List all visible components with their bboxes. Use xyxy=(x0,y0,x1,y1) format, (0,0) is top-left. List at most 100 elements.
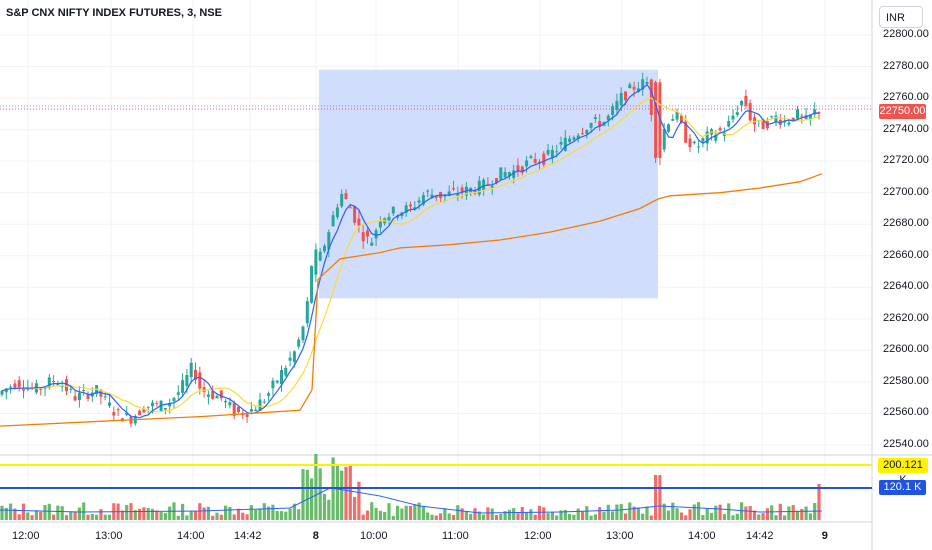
candle-body xyxy=(56,384,60,386)
volume-bar xyxy=(86,514,90,520)
volume-bar xyxy=(215,512,219,520)
volume-bar xyxy=(697,502,701,520)
candle-body xyxy=(426,190,430,192)
candle-body xyxy=(490,186,494,188)
candle-body xyxy=(813,109,817,115)
price-tick-label: 22800.00 xyxy=(883,28,929,40)
candle-body xyxy=(748,103,752,121)
candle-body xyxy=(108,402,111,406)
candle-body xyxy=(348,207,352,209)
volume-bar xyxy=(155,510,159,520)
volume-bar xyxy=(103,514,107,520)
price-tick-label: 22680.00 xyxy=(883,217,929,230)
volume-bar xyxy=(572,514,576,520)
candle-body xyxy=(172,397,176,402)
candle-body xyxy=(413,207,417,209)
volume-bar xyxy=(340,470,344,520)
time-tick-label: 12:00 xyxy=(12,530,40,542)
candle-body xyxy=(155,402,159,404)
volume-bar xyxy=(30,515,34,520)
volume-bar xyxy=(727,503,731,520)
candle-body xyxy=(52,381,56,383)
price-tick-label: 22620.00 xyxy=(883,311,929,324)
volume-bar xyxy=(451,514,456,520)
volume-bar xyxy=(808,513,812,520)
volume-bar xyxy=(507,509,511,520)
volume-bar xyxy=(73,511,77,520)
volume-bar xyxy=(765,508,769,520)
candle-body xyxy=(632,86,636,90)
candle-body xyxy=(206,394,210,397)
candle-body xyxy=(593,117,597,119)
time-tick-label: 14:42 xyxy=(234,530,262,542)
candle-body xyxy=(198,372,202,389)
volume-bar xyxy=(641,513,645,520)
candle-body xyxy=(73,396,77,401)
candle-body xyxy=(181,380,185,393)
volume-bar xyxy=(679,512,683,520)
candle-body xyxy=(327,232,331,250)
candle-body xyxy=(697,146,701,148)
volume-bar xyxy=(99,509,103,520)
volume-bar xyxy=(434,515,438,520)
candle-body xyxy=(645,82,649,84)
volume-bar xyxy=(692,504,696,520)
volume-bar xyxy=(374,507,378,520)
candle-body xyxy=(675,111,679,120)
volume-bar xyxy=(43,504,47,520)
price-tick-label: 22600.00 xyxy=(883,343,929,356)
volume-bar xyxy=(0,505,4,520)
volume-bar xyxy=(761,513,765,520)
candle-body xyxy=(731,115,735,120)
candle-body xyxy=(185,375,189,387)
candle-body xyxy=(589,123,593,128)
candle-body xyxy=(447,191,451,196)
volume-bar xyxy=(748,506,752,520)
volume-bar xyxy=(142,507,146,520)
ema-fast-line xyxy=(1,83,820,419)
volume-bar xyxy=(529,509,533,520)
volume-bar xyxy=(193,510,198,520)
candle-body xyxy=(503,172,507,178)
volume-bar xyxy=(473,508,477,520)
volume-bar xyxy=(559,510,563,520)
time-tick-label: 14:00 xyxy=(177,530,205,542)
volume-bar xyxy=(675,508,679,520)
currency-button[interactable]: INR xyxy=(879,6,923,28)
candle-body xyxy=(624,91,627,101)
candle-body xyxy=(619,92,623,106)
volume-bar xyxy=(456,505,460,520)
candle-body xyxy=(219,390,223,399)
volume-bar xyxy=(555,515,559,520)
volume-bar xyxy=(512,508,516,520)
volume-bar xyxy=(176,515,180,520)
volume-bar xyxy=(636,507,640,520)
volume-bar xyxy=(185,515,189,520)
volume-bar xyxy=(34,510,38,520)
volume-bar xyxy=(447,513,451,520)
candle-body xyxy=(735,112,739,115)
volume-bar xyxy=(718,504,722,520)
candle-body xyxy=(112,412,116,416)
volume-bar xyxy=(181,503,185,520)
volume-bar xyxy=(267,506,271,520)
candle-body xyxy=(194,369,197,380)
volume-bar xyxy=(262,503,266,520)
volume-bar xyxy=(645,506,649,520)
candle-body xyxy=(434,195,438,198)
candle-body xyxy=(796,109,799,119)
candle-body xyxy=(211,390,215,399)
volume-bar xyxy=(21,503,26,520)
volume-bar xyxy=(292,503,296,520)
candle-body xyxy=(611,106,615,115)
volume-bar xyxy=(486,507,490,520)
ema-slow-line xyxy=(1,97,820,413)
candle-body xyxy=(301,326,305,341)
candle-body xyxy=(65,379,68,392)
candle-body xyxy=(628,84,632,89)
candle-body xyxy=(671,119,675,121)
candle-body xyxy=(374,230,378,239)
last-price-label: 22750.00 xyxy=(879,104,926,119)
price-tick-label: 22740.00 xyxy=(883,122,929,135)
